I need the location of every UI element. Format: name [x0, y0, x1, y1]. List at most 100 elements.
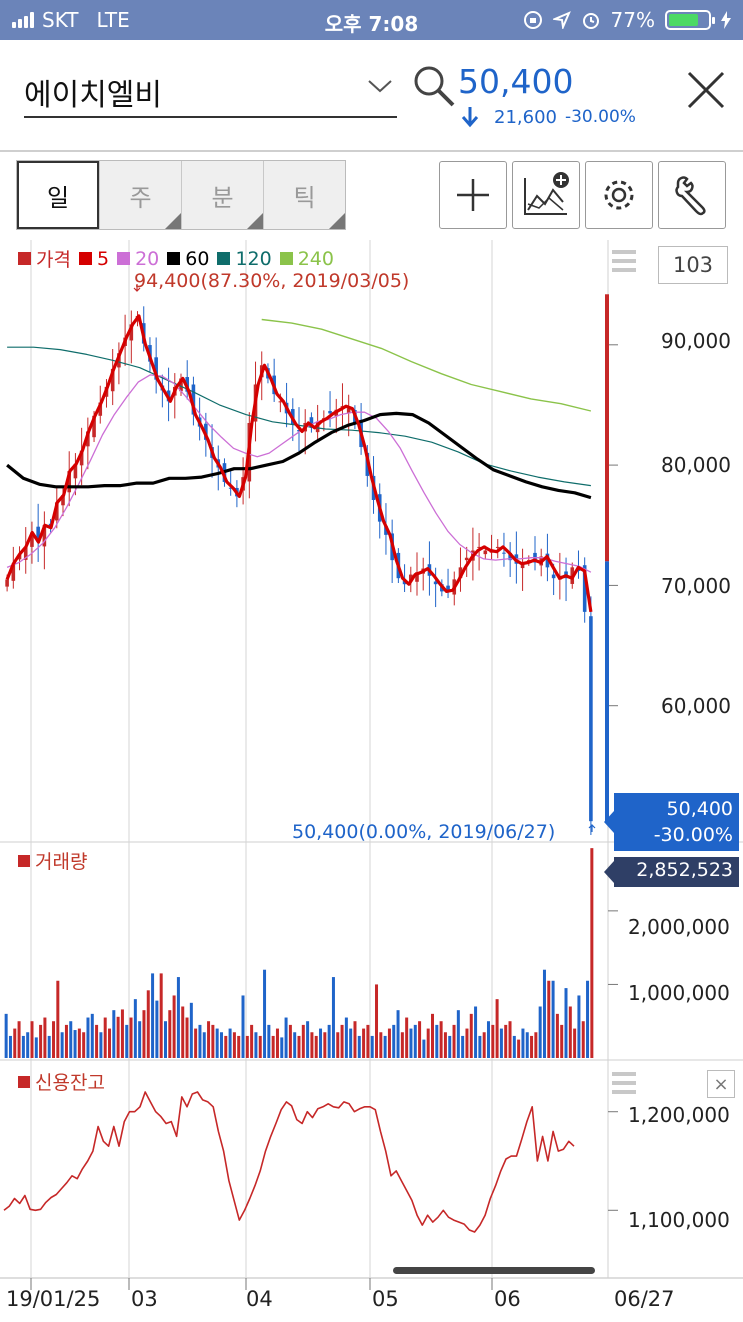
- volume-bar: [26, 1032, 30, 1058]
- volume-bar: [409, 1028, 413, 1058]
- volume-bar: [254, 1032, 258, 1058]
- chart-scrollbar[interactable]: [393, 1267, 595, 1274]
- volume-bar: [581, 1021, 585, 1058]
- volume-bar: [396, 1010, 400, 1058]
- current-price: 50,400: [458, 62, 574, 101]
- volume-bar: [172, 995, 176, 1058]
- volume-bar: [237, 1035, 241, 1058]
- volume-bar: [362, 1028, 366, 1058]
- volume-bar: [405, 1017, 409, 1058]
- candle-body: [328, 410, 332, 414]
- candle-body: [415, 572, 419, 582]
- tab-minute[interactable]: 분: [181, 161, 263, 229]
- candle-body: [191, 384, 196, 415]
- volume-bar: [375, 984, 379, 1058]
- candle-body: [79, 450, 84, 466]
- period-count-button[interactable]: 103: [658, 246, 728, 284]
- crosshair-button[interactable]: [439, 161, 507, 229]
- legend-swatch-price: [18, 252, 31, 265]
- volume-bar: [418, 1021, 422, 1058]
- legend-ma5: 5: [96, 247, 110, 270]
- indicator-add-icon: [524, 172, 569, 215]
- volume-bar: [47, 1035, 51, 1058]
- menu-handle-icon: [612, 259, 636, 263]
- volume-bar: [349, 1028, 353, 1058]
- status-right: 77%: [523, 8, 731, 32]
- legend-price: 가격: [36, 249, 71, 271]
- tab-daily[interactable]: 일: [17, 161, 99, 229]
- volume-bar: [151, 973, 155, 1058]
- volume-bar: [194, 1028, 198, 1058]
- volume-bar: [551, 980, 555, 1058]
- volume-bar: [163, 1021, 167, 1058]
- gear-icon: [604, 180, 634, 210]
- last-price-tag: 50,400 -30.00%: [604, 793, 739, 851]
- ma-line-60: [6, 411, 592, 500]
- candle-body: [54, 502, 59, 521]
- tab-tick[interactable]: 틱: [263, 161, 345, 229]
- price-tick: 90,000: [661, 329, 731, 353]
- volume-title: 거래량: [35, 851, 88, 873]
- corner-indicator: [165, 213, 181, 229]
- ma-line-20: [6, 374, 592, 573]
- indicator-add-button[interactable]: [512, 161, 580, 229]
- volume-bar: [125, 1024, 129, 1058]
- price-tick: 60,000: [661, 694, 731, 718]
- search-icon[interactable]: [412, 64, 456, 108]
- stock-chart[interactable]: [0, 240, 743, 1322]
- credit-line: [3, 1091, 575, 1233]
- candle-body: [154, 357, 158, 380]
- volume-bar: [297, 1035, 301, 1058]
- period-tabs: 일 주 분 틱: [16, 160, 346, 230]
- close-icon[interactable]: [686, 70, 726, 110]
- volume-bar: [232, 1032, 236, 1058]
- volume-bar: [198, 1024, 202, 1058]
- volume-bar: [267, 1024, 271, 1058]
- volume-bar: [275, 1028, 279, 1058]
- candle-body: [278, 401, 283, 403]
- volume-bar: [142, 1010, 146, 1058]
- close-indicator-button[interactable]: ×: [707, 1070, 735, 1098]
- volume-bar: [314, 1035, 318, 1058]
- volume-bar: [4, 1013, 8, 1058]
- volume-tag: 2,852,523: [604, 857, 739, 887]
- volume-bar: [568, 1006, 572, 1058]
- credit-tick: 1,200,000: [628, 1103, 730, 1127]
- volume-bar: [508, 1021, 512, 1058]
- candle-body: [346, 408, 351, 414]
- x-axis-label: 19/01/25: [6, 1287, 101, 1311]
- candle-body: [23, 546, 28, 560]
- volume-bar: [448, 1035, 452, 1058]
- volume-bar: [357, 1035, 361, 1058]
- credit-label: 신용잔고: [18, 1068, 105, 1095]
- candle-body: [309, 417, 314, 428]
- volume-bar: [155, 1000, 159, 1058]
- carrier-label: SKT: [42, 8, 79, 32]
- range-bar-down: [605, 561, 609, 822]
- candle-body: [402, 581, 407, 585]
- volume-bar: [43, 1017, 47, 1058]
- x-axis-label: 06: [494, 1287, 521, 1311]
- volume-bar: [538, 1006, 542, 1058]
- tools-button[interactable]: [658, 161, 726, 229]
- volume-bar: [138, 1021, 142, 1058]
- stock-selector[interactable]: 에이치엘비: [24, 64, 397, 118]
- legend-ma60: 60: [185, 247, 210, 270]
- candle-body: [5, 579, 9, 587]
- high-marker: [133, 284, 141, 292]
- volume-bar: [280, 1037, 284, 1058]
- range-bar-up: [605, 294, 609, 562]
- candle-body: [92, 415, 96, 438]
- tab-weekly[interactable]: 주: [99, 161, 181, 229]
- low-marker: [588, 824, 596, 832]
- volume-bar: [379, 1032, 383, 1058]
- settings-button[interactable]: [585, 161, 653, 229]
- alarm-icon: [582, 13, 599, 29]
- price-change: 21,600 -30.00%: [460, 106, 636, 128]
- volume-bar: [39, 1024, 43, 1058]
- volume-bar: [69, 1021, 73, 1058]
- volume-bar: [271, 1035, 275, 1058]
- volume-bar: [413, 1024, 417, 1058]
- volume-bar: [370, 1035, 374, 1058]
- chart-area[interactable]: 가격 5 20 60 120 240 103 94,400(87.30%, 20…: [0, 240, 743, 1322]
